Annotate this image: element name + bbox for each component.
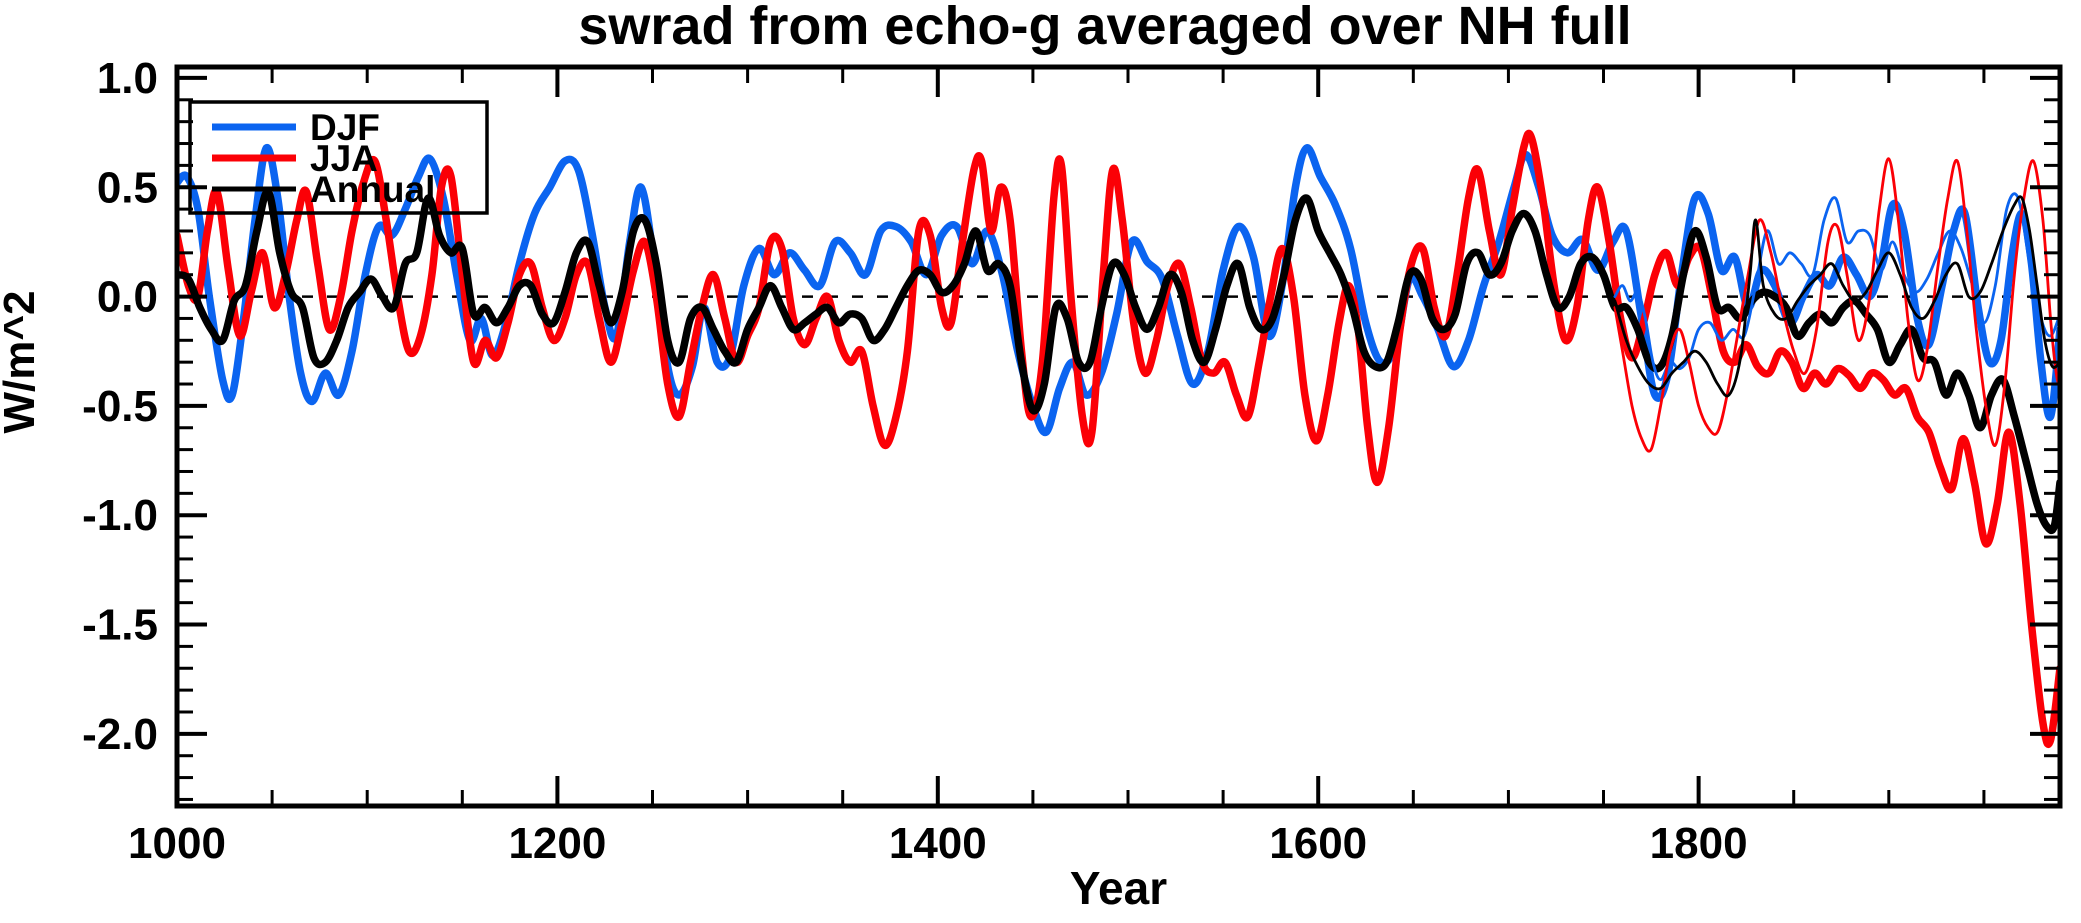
x-tick-label: 1400 — [889, 819, 987, 868]
plot-frame — [174, 64, 2063, 809]
djf-2nd-simulation-line — [1613, 192, 2060, 382]
legend-label-djf: DJF — [310, 107, 380, 148]
x-tick-labels: 1000 1200 1400 1600 1800 — [128, 819, 1748, 868]
jja-2nd-simulation-line — [1613, 157, 2060, 453]
y-tick-label: 0.5 — [97, 163, 158, 212]
annual-2nd-simulation-line — [1613, 195, 2060, 398]
y-tick-label: 1.0 — [97, 54, 158, 103]
jja-line — [177, 129, 2060, 748]
y-tick-label: -1.5 — [82, 601, 158, 650]
x-axis-label: Year — [1070, 862, 1167, 914]
x-tick-label: 1800 — [1650, 819, 1748, 868]
series-lines — [177, 129, 2060, 748]
y-tick-labels: 1.0 0.5 0.0 -0.5 -1.0 -1.5 -2.0 — [82, 54, 158, 759]
legend-label-jja: JJA — [310, 138, 378, 179]
legend-label-annual: Annual — [310, 169, 435, 210]
x-tick-label: 1000 — [128, 819, 226, 868]
y-tick-label: -1.0 — [82, 491, 158, 540]
axes — [174, 64, 2063, 809]
axis-ticks — [175, 67, 2060, 806]
x-tick-label: 1600 — [1269, 819, 1367, 868]
y-tick-label: 0.0 — [97, 273, 158, 322]
chart-title: swrad from echo-g averaged over NH full — [578, 0, 1631, 56]
legend-box — [188, 100, 489, 215]
y-axis-label: W/m^2 — [0, 290, 44, 433]
y-tick-label: -0.5 — [82, 382, 158, 431]
y-tick-label: -2.0 — [82, 710, 158, 759]
x-tick-label: 1200 — [508, 819, 606, 868]
